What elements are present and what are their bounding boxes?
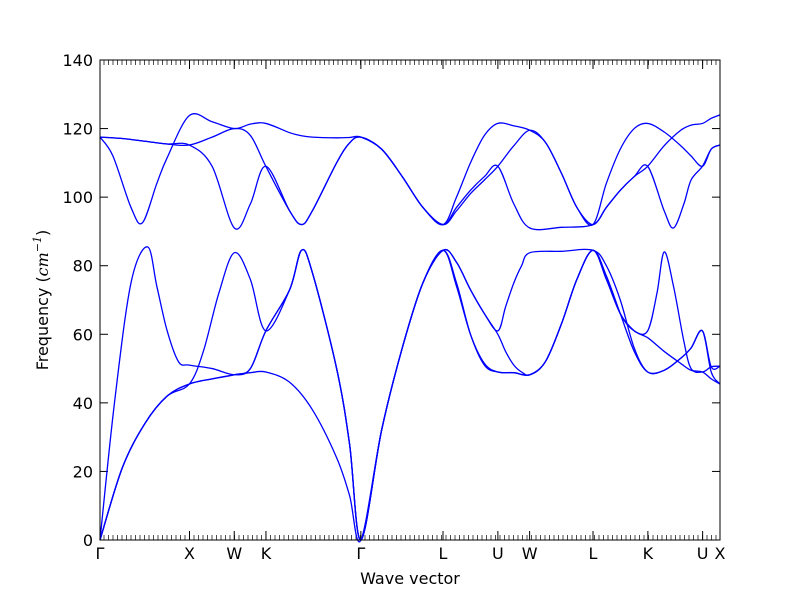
x-tick-label: Γ (96, 544, 105, 563)
x-tick-label: K (261, 544, 272, 563)
y-tick-label: 20 (73, 462, 93, 481)
x-tick-label: U (697, 544, 709, 563)
y-tick-label: 60 (73, 325, 93, 344)
y-axis-title: Frequency (cm−1) (31, 230, 52, 371)
plot-lines (99, 113, 721, 543)
major-x-ticks (99, 60, 721, 540)
minor-x-ticks (103, 60, 717, 540)
x-tick-label: U (492, 544, 504, 563)
y-tick-labels: 0 20 40 60 80 100 120 140 (62, 51, 93, 550)
x-tick-label: X (184, 544, 195, 563)
band-line-1 (99, 248, 721, 541)
y-axis-title-superscript: −1 (31, 236, 44, 252)
y-tick-label: 80 (73, 257, 93, 276)
x-tick-label: X (715, 544, 726, 563)
x-tick-label: Γ (356, 544, 365, 563)
y-tick-label: 40 (73, 394, 93, 413)
x-tick-label: W (522, 544, 538, 563)
y-ticks (100, 59, 720, 541)
y-tick-label: 140 (62, 51, 93, 70)
y-axis-title-math: cm (33, 252, 52, 276)
y-tick-label: 120 (62, 120, 93, 139)
band-line-6 (99, 136, 721, 231)
band-line-3 (99, 246, 721, 541)
y-axis-title-prefix: Frequency ( (33, 276, 52, 370)
x-tick-label: K (643, 544, 654, 563)
y-axis-title-suffix: ) (33, 230, 52, 236)
band-line-4 (99, 248, 721, 541)
x-tick-label: L (439, 544, 448, 563)
y-tick-label: 0 (83, 531, 93, 550)
x-axis-title: Wave vector (360, 569, 460, 588)
y-tick-label: 100 (62, 188, 93, 207)
x-tick-label: W (226, 544, 242, 563)
band-line-2 (99, 249, 721, 543)
band-line-5 (99, 114, 721, 226)
x-tick-label: L (589, 544, 598, 563)
band-line-7 (99, 113, 721, 226)
plot-frame (99, 59, 721, 541)
